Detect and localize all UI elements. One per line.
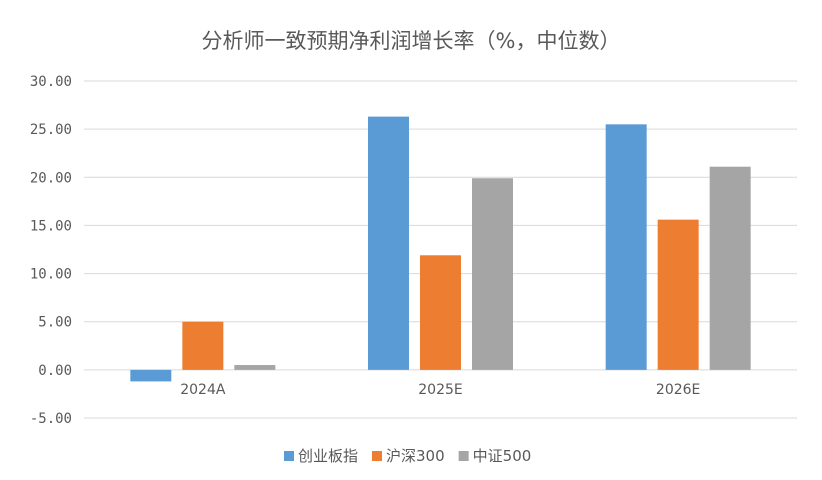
legend-label: 沪深300 xyxy=(386,447,445,465)
y-tick-label: 20.00 xyxy=(30,170,72,186)
bar-中证500-2024A xyxy=(234,365,276,370)
legend-label: 中证500 xyxy=(473,447,532,465)
x-category-label: 2026E xyxy=(656,382,700,398)
bar-沪深300-2024A xyxy=(182,321,224,370)
x-category-label: 2025E xyxy=(418,382,462,398)
bar-沪深300-2026E xyxy=(657,219,699,370)
bar-中证500-2025E xyxy=(472,178,513,370)
y-tick-label: 30.00 xyxy=(30,74,72,90)
legend-swatch xyxy=(458,451,469,461)
x-axis-categories: 2024A 2025E 2026E xyxy=(180,382,700,398)
y-tick-label: 10.00 xyxy=(30,267,72,283)
bar-创业板指-2026E xyxy=(605,124,647,370)
legend-swatch xyxy=(372,451,383,461)
y-tick-label: 15.00 xyxy=(30,218,72,234)
bar-创业板指-2025E xyxy=(368,116,409,370)
legend-swatch xyxy=(284,451,294,461)
bars xyxy=(130,116,751,382)
y-tick-label: -5.00 xyxy=(30,411,72,427)
chart-title: 分析师一致预期净利润增长率（%，中位数） xyxy=(202,29,621,53)
y-tick-label: 0.00 xyxy=(38,363,72,379)
y-axis-ticks: -5.00 0.00 5.00 10.00 15.00 20.00 25.00 30.00 xyxy=(30,74,72,427)
bar-创业板指-2024A xyxy=(130,369,172,382)
x-category-label: 2024A xyxy=(180,382,226,398)
legend-label: 创业板指 xyxy=(298,447,358,465)
y-tick-label: 25.00 xyxy=(30,122,72,138)
y-tick-label: 5.00 xyxy=(38,315,72,331)
bar-沪深300-2025E xyxy=(420,255,461,370)
legend: 创业板指 沪深300 中证500 xyxy=(284,447,531,465)
bar-中证500-2026E xyxy=(709,166,751,370)
